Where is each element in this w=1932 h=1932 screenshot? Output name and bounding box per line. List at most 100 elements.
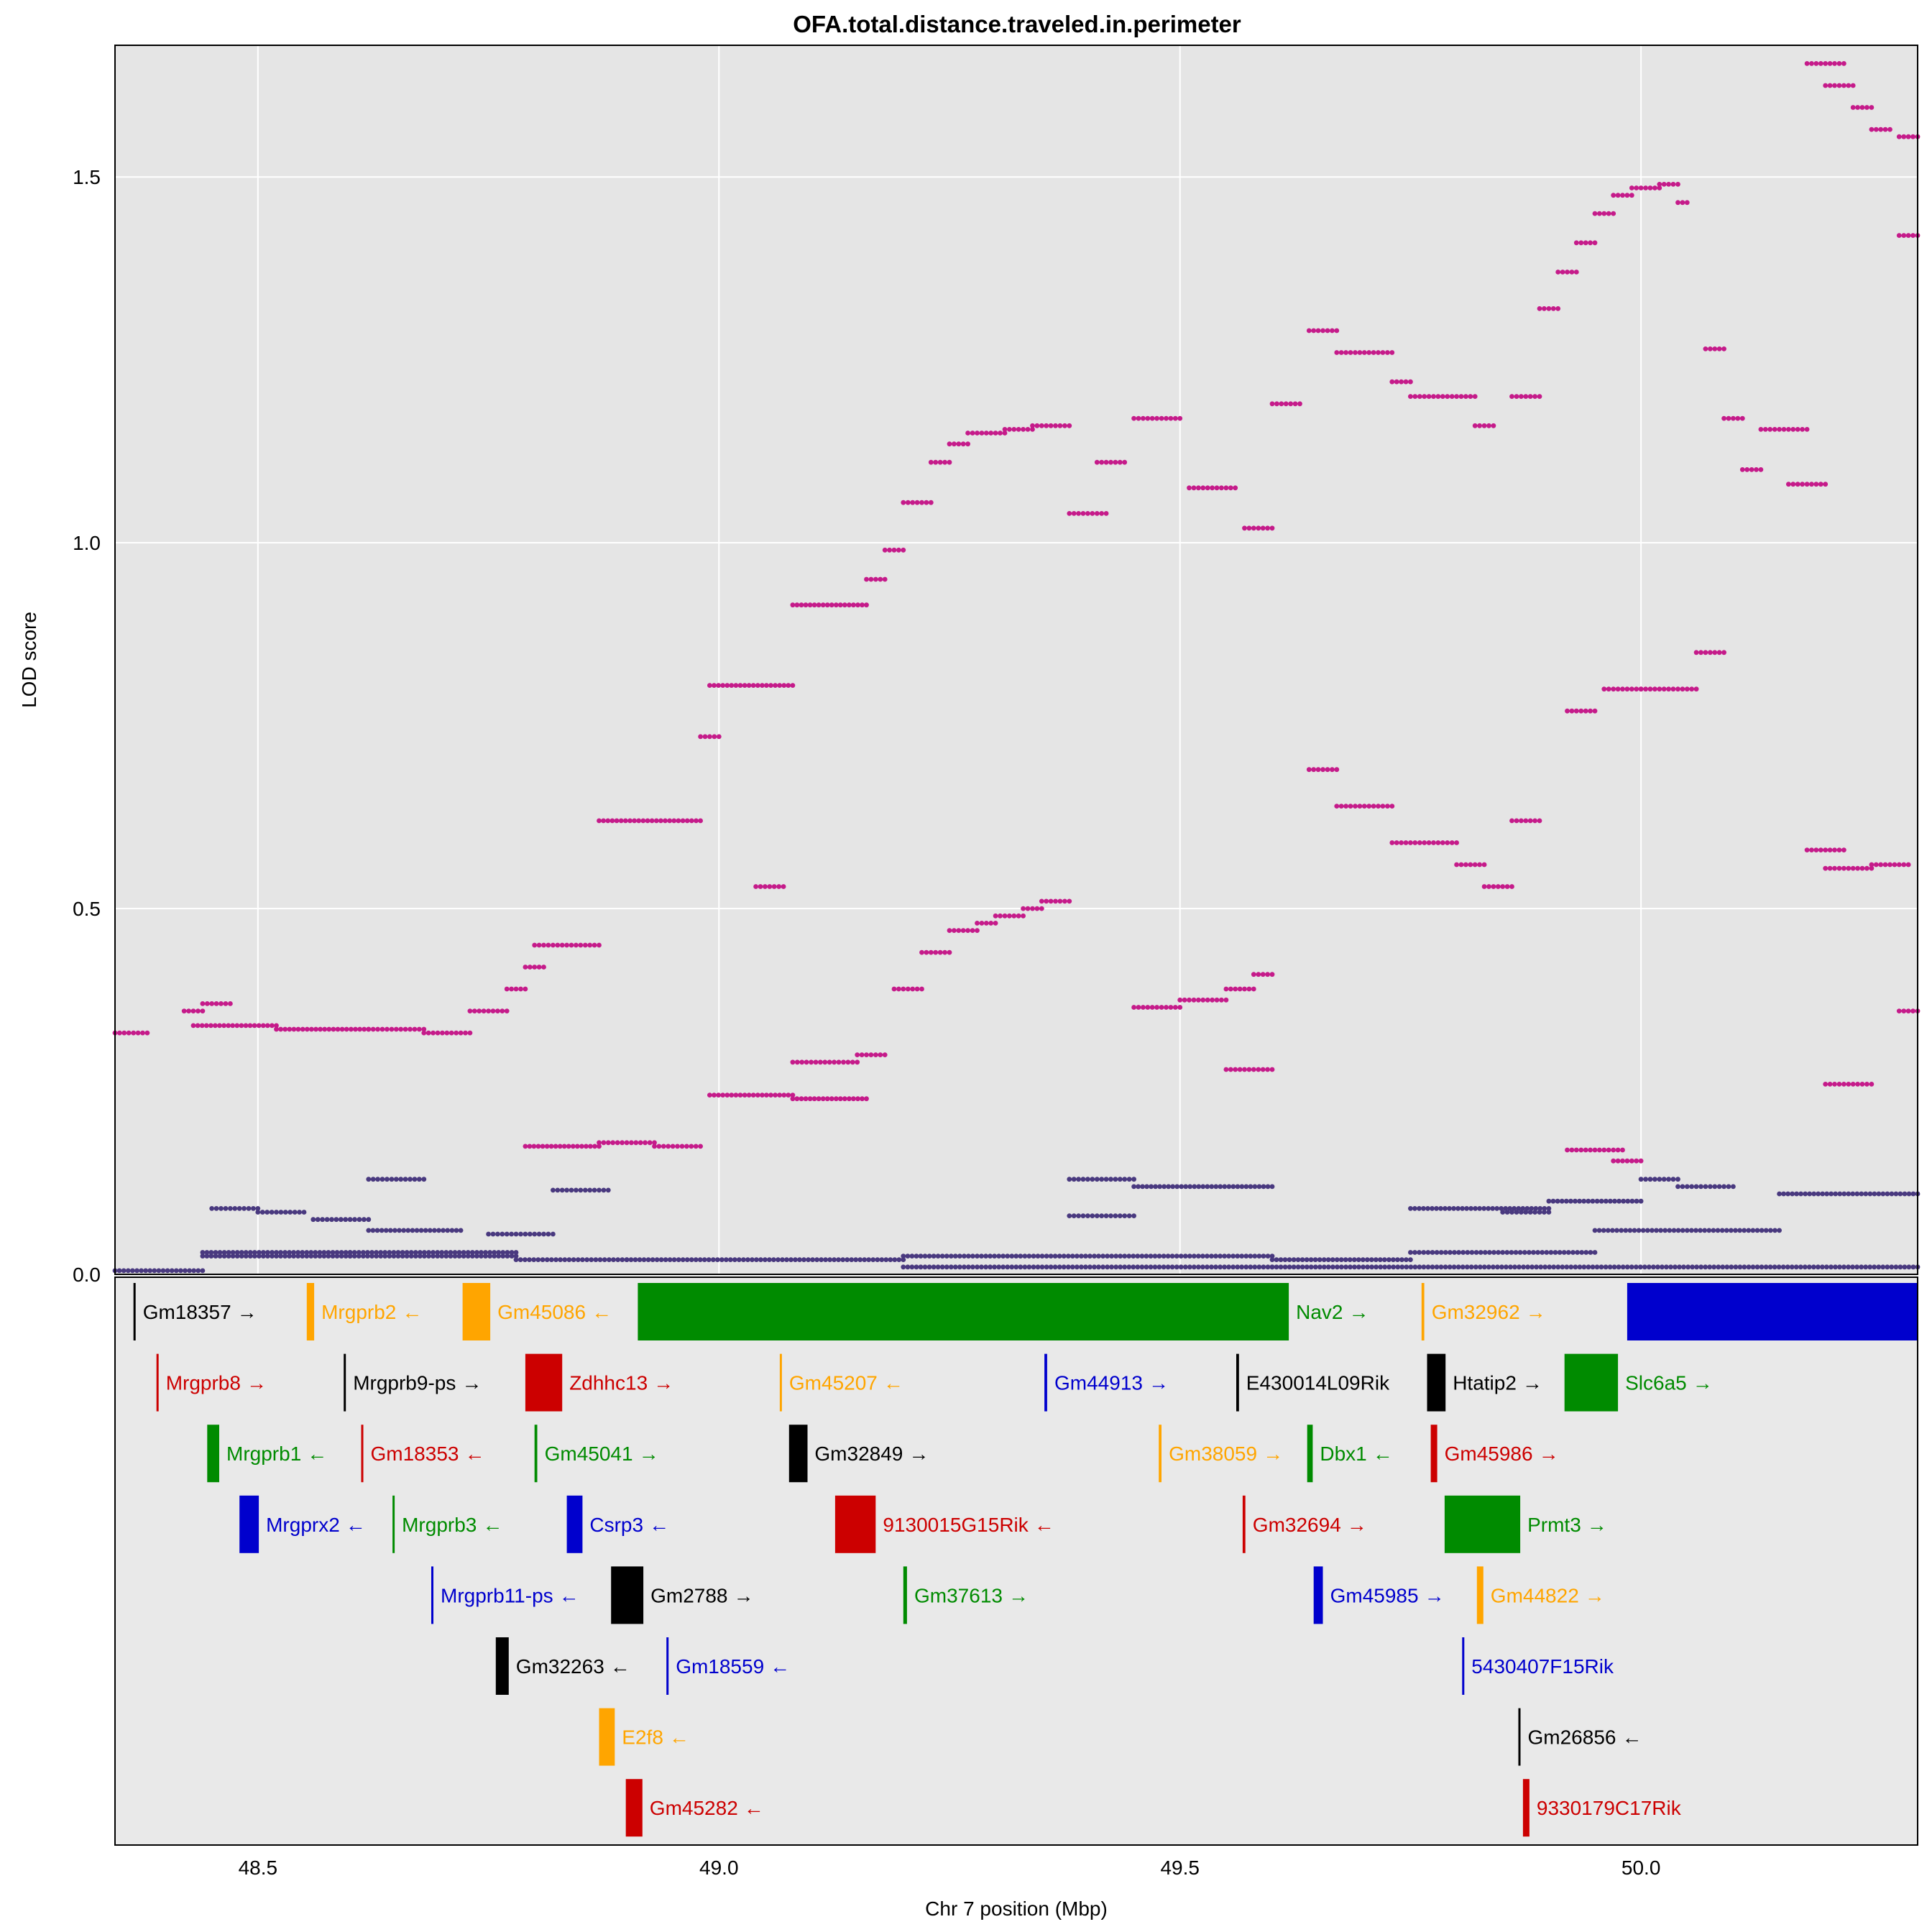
gene-strand: → xyxy=(1425,1584,1445,1606)
lod-point xyxy=(1841,83,1846,88)
lod-point xyxy=(827,1059,832,1065)
lod-point xyxy=(1156,1254,1162,1259)
lod-point xyxy=(712,734,717,740)
lod-point xyxy=(195,1023,201,1029)
lod-point xyxy=(1242,1067,1247,1072)
lod-point xyxy=(983,431,989,436)
lod-point xyxy=(1458,394,1464,399)
lod-point xyxy=(1364,1257,1370,1262)
lod-point xyxy=(1248,1254,1254,1259)
lod-point xyxy=(1772,1228,1777,1233)
lod-point xyxy=(121,1268,126,1274)
lod-point xyxy=(1256,1184,1262,1190)
lod-segment xyxy=(1739,467,1764,472)
lod-point xyxy=(622,818,628,824)
lod-point xyxy=(1605,1228,1611,1233)
lod-point xyxy=(767,1257,772,1262)
lod-point xyxy=(1148,1264,1154,1270)
lod-point xyxy=(391,1254,397,1259)
lod-point xyxy=(632,1257,638,1262)
gene-track: Gm18357 → Mrgprb2 ← Gm45086 ← Nav2 → Gm32962 →Mrg… xyxy=(133,1283,1918,1837)
gene-name: Dbx1 xyxy=(1320,1443,1366,1465)
lod-point xyxy=(1573,1147,1579,1153)
lod-point xyxy=(1048,898,1054,904)
lod-point xyxy=(1670,686,1676,692)
lod-point xyxy=(465,1254,471,1259)
lod-point xyxy=(236,1206,242,1211)
lod-point xyxy=(1283,401,1289,407)
lod-point xyxy=(1624,193,1630,198)
lod-point xyxy=(1052,1264,1058,1270)
lod-point xyxy=(684,818,690,824)
lod-segment xyxy=(1002,427,1035,432)
gene-panel-border xyxy=(114,1276,1918,1846)
lod-point xyxy=(1348,1264,1353,1270)
lod-point xyxy=(1565,708,1570,714)
lod-point xyxy=(1581,1264,1587,1270)
gene-bar xyxy=(834,1495,876,1553)
lod-point xyxy=(1827,83,1833,88)
lod-point xyxy=(1583,708,1588,714)
lod-point xyxy=(1643,1177,1649,1182)
lod-point xyxy=(905,500,911,505)
gene-label: Gm38059 → xyxy=(1169,1443,1283,1465)
lod-point xyxy=(1417,394,1422,399)
lod-point xyxy=(1269,1254,1275,1259)
lod-point xyxy=(278,1026,283,1032)
lod-point xyxy=(1703,346,1708,351)
lod-point xyxy=(1071,511,1077,516)
lod-point xyxy=(1297,401,1302,407)
lod-point xyxy=(1759,1228,1765,1233)
y-axis-label: LOD score xyxy=(18,612,40,708)
lod-point xyxy=(130,1268,135,1274)
lod-point xyxy=(1499,1206,1504,1211)
lod-point xyxy=(173,1268,179,1274)
lod-point xyxy=(1910,1264,1916,1270)
lod-point xyxy=(1509,1250,1514,1255)
lod-point xyxy=(914,500,920,505)
lod-point xyxy=(988,1264,993,1270)
lod-point xyxy=(397,1228,402,1233)
lod-point xyxy=(1811,1264,1816,1270)
lod-point xyxy=(1901,233,1907,238)
lod-point xyxy=(1737,1264,1743,1270)
lod-point xyxy=(1178,1254,1184,1259)
lod-point xyxy=(790,1096,796,1102)
lod-point xyxy=(868,1052,874,1057)
lod-segment xyxy=(597,1140,657,1146)
lod-point xyxy=(855,602,860,608)
lod-point xyxy=(287,1250,292,1255)
lod-point xyxy=(1905,233,1911,238)
lod-point xyxy=(1661,686,1667,692)
lod-point xyxy=(993,913,998,919)
lod-point xyxy=(1733,1264,1739,1270)
lod-point xyxy=(366,1026,372,1032)
lod-point xyxy=(1733,1228,1738,1233)
gene-bar xyxy=(239,1495,259,1553)
lod-point xyxy=(435,1254,441,1259)
lod-point xyxy=(1145,415,1151,421)
lod-point xyxy=(1011,913,1017,919)
lod-point xyxy=(432,1228,437,1233)
gene-strand: ← xyxy=(346,1514,366,1536)
lod-point xyxy=(1053,423,1058,428)
lod-point xyxy=(1563,1198,1569,1204)
lod-point xyxy=(845,1257,850,1262)
lod-point xyxy=(652,1140,657,1146)
lod-point xyxy=(1389,350,1395,355)
lod-point xyxy=(353,1026,358,1032)
lod-point xyxy=(962,1264,967,1270)
lod-segment xyxy=(1408,394,1478,399)
gene-strand: ← xyxy=(669,1726,689,1749)
lod-point xyxy=(1288,401,1294,407)
lod-point xyxy=(287,1026,293,1032)
lod-point xyxy=(398,1026,404,1032)
gene-label: Gm18559 ← xyxy=(676,1655,790,1678)
lod-point xyxy=(1811,1191,1817,1197)
lod-point xyxy=(1859,1082,1865,1087)
lod-point xyxy=(1517,1250,1523,1255)
lod-point xyxy=(1601,211,1607,216)
lod-point xyxy=(1251,986,1256,992)
lod-point xyxy=(435,1250,441,1255)
lod-point xyxy=(723,1257,729,1262)
